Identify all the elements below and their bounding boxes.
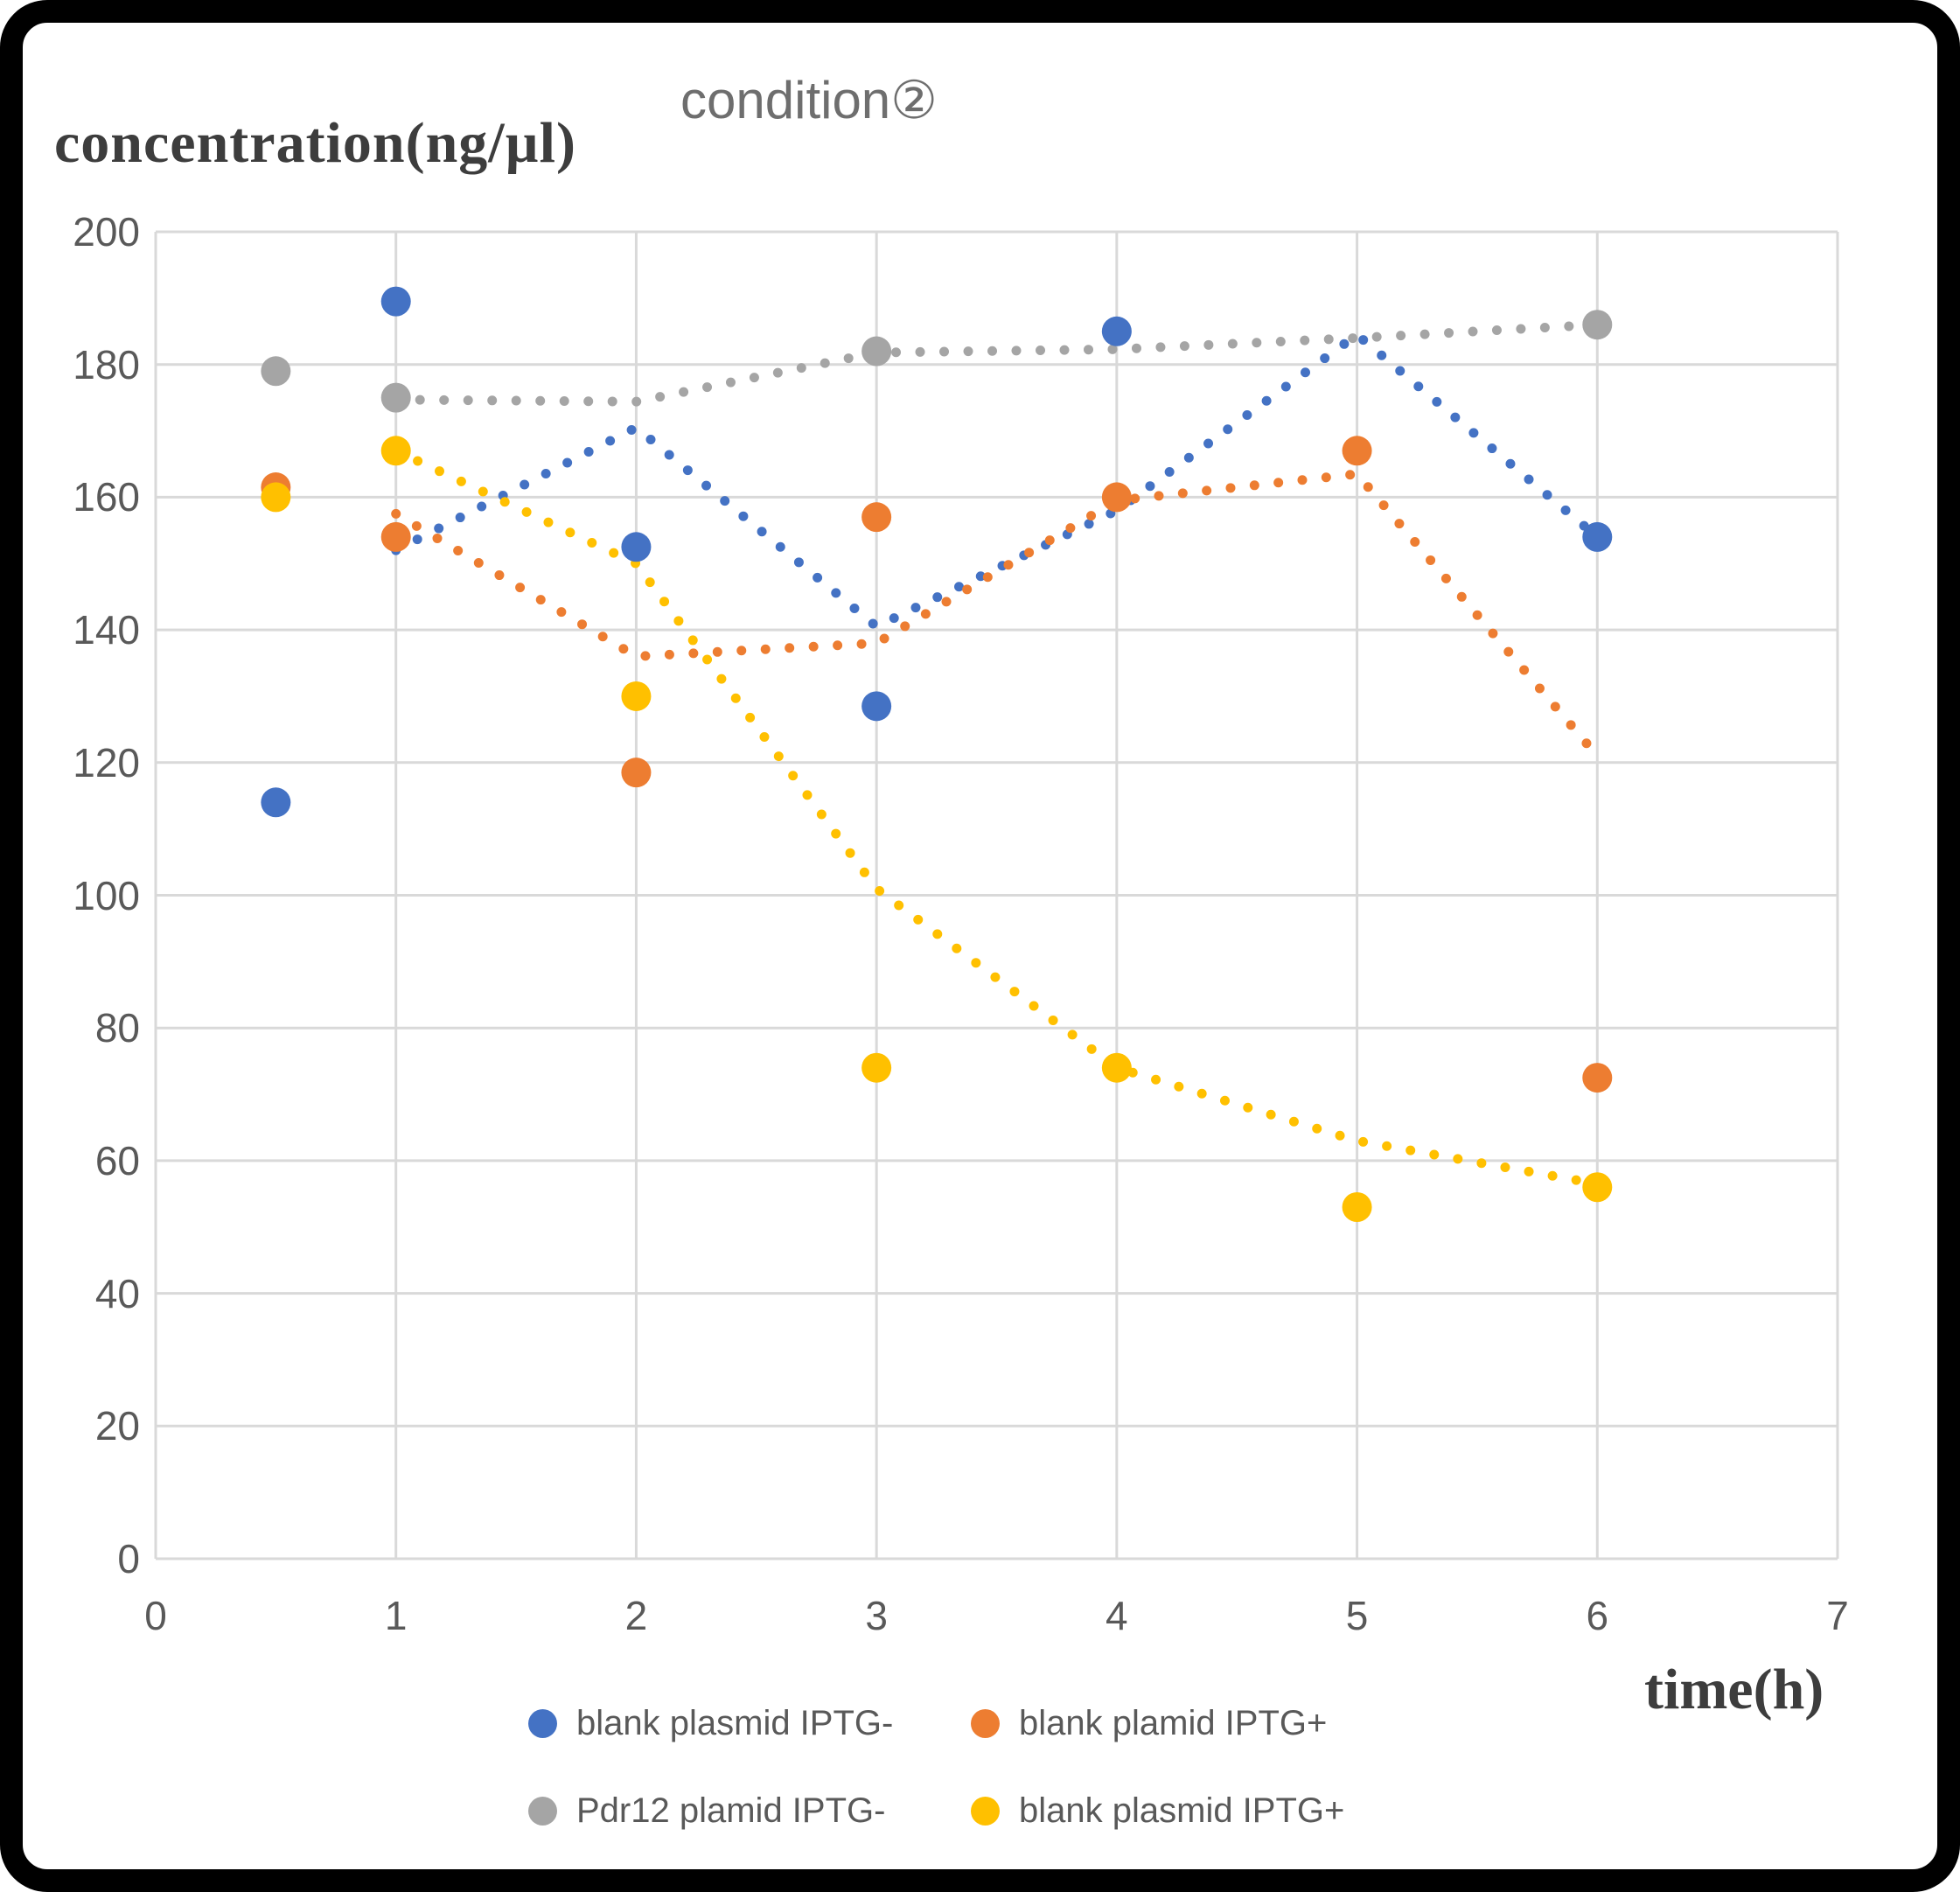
legend-item-blank-plasmid-iptg-plus[interactable]: blank plasmid IPTG+ <box>971 1791 1344 1831</box>
marker-series-3-x5[interactable] <box>1342 1191 1372 1222</box>
x-tick-label-3: 3 <box>865 1593 888 1638</box>
legend-bullet-yellow <box>971 1797 1000 1826</box>
legend-item-pdr12-plamid-iptg-minus[interactable]: Pdr12 plamid IPTG- <box>528 1791 885 1831</box>
marker-series-3-x4[interactable] <box>1101 1052 1132 1083</box>
y-tick-label-100: 100 <box>73 872 140 918</box>
marker-series-1-x3[interactable] <box>861 502 892 533</box>
marker-series-2-x1[interactable] <box>380 382 411 413</box>
y-tick-label-200: 200 <box>73 209 140 255</box>
marker-series-2-x0.5[interactable] <box>261 356 291 387</box>
trendline-series-0 <box>391 330 1602 632</box>
trendline-series-3 <box>391 445 1602 1189</box>
y-tick-label-120: 120 <box>73 739 140 785</box>
legend-label: Pdr12 plamid IPTG- <box>576 1791 886 1830</box>
marker-series-2-x6[interactable] <box>1582 310 1613 340</box>
marker-series-0-x4[interactable] <box>1101 316 1132 346</box>
legend-item-blank-plamid-iptg-plus[interactable]: blank plamid IPTG+ <box>971 1704 1327 1743</box>
marker-series-1-x6[interactable] <box>1582 1063 1613 1093</box>
chart-title: condition② <box>680 71 938 129</box>
y-tick-label-160: 160 <box>73 474 140 520</box>
marker-series-1-x1[interactable] <box>380 521 411 552</box>
x-tick-label-5: 5 <box>1345 1593 1369 1638</box>
marker-series-3-x1[interactable] <box>380 436 411 466</box>
legend-bullet-blue <box>528 1709 557 1738</box>
marker-series-3-x0.5[interactable] <box>261 482 291 513</box>
marker-series-3-x6[interactable] <box>1582 1172 1613 1203</box>
marker-series-2-x3[interactable] <box>861 336 892 367</box>
trendline-series-2 <box>391 319 1602 407</box>
marker-series-1-x5[interactable] <box>1342 436 1372 466</box>
legend-label: blank plasmid IPTG+ <box>1019 1791 1345 1830</box>
y-tick-label-80: 80 <box>94 1005 140 1051</box>
marker-series-3-x2[interactable] <box>621 681 652 711</box>
x-tick-label-0: 0 <box>144 1593 167 1638</box>
marker-series-0-x1[interactable] <box>380 286 411 317</box>
marker-series-0-x3[interactable] <box>861 691 892 722</box>
trendline-series-1 <box>391 469 1602 761</box>
x-tick-label-1: 1 <box>384 1593 408 1638</box>
marker-series-0-x0.5[interactable] <box>261 787 291 818</box>
y-tick-label-20: 20 <box>94 1403 140 1449</box>
x-tick-label-7: 7 <box>1826 1593 1849 1638</box>
legend-label: blank plamid IPTG+ <box>1019 1704 1328 1742</box>
y-tick-label-180: 180 <box>73 341 140 387</box>
y-tick-label-0: 0 <box>117 1536 140 1581</box>
y-tick-label-60: 60 <box>94 1137 140 1183</box>
x-tick-label-2: 2 <box>624 1593 648 1638</box>
y-tick-label-140: 140 <box>73 607 140 653</box>
x-tick-label-4: 4 <box>1106 1593 1128 1638</box>
marker-series-0-x2[interactable] <box>621 532 652 562</box>
legend-item-blank-plasmid-iptg-minus[interactable]: blank plasmid IPTG- <box>528 1704 893 1743</box>
y-tick-label-40: 40 <box>94 1270 140 1316</box>
marker-series-1-x4[interactable] <box>1101 482 1132 513</box>
y-axis-title: concentration(ng/µl) <box>54 111 576 175</box>
legend-label: blank plasmid IPTG- <box>576 1704 894 1742</box>
legend-bullet-orange <box>971 1709 1000 1738</box>
x-tick-label-6: 6 <box>1586 1593 1609 1638</box>
marker-series-3-x3[interactable] <box>861 1052 892 1083</box>
marker-series-0-x6[interactable] <box>1582 521 1613 552</box>
legend-bullet-gray <box>528 1797 557 1826</box>
x-axis-title: time(h) <box>1644 1658 1824 1721</box>
marker-series-1-x2[interactable] <box>621 757 652 788</box>
